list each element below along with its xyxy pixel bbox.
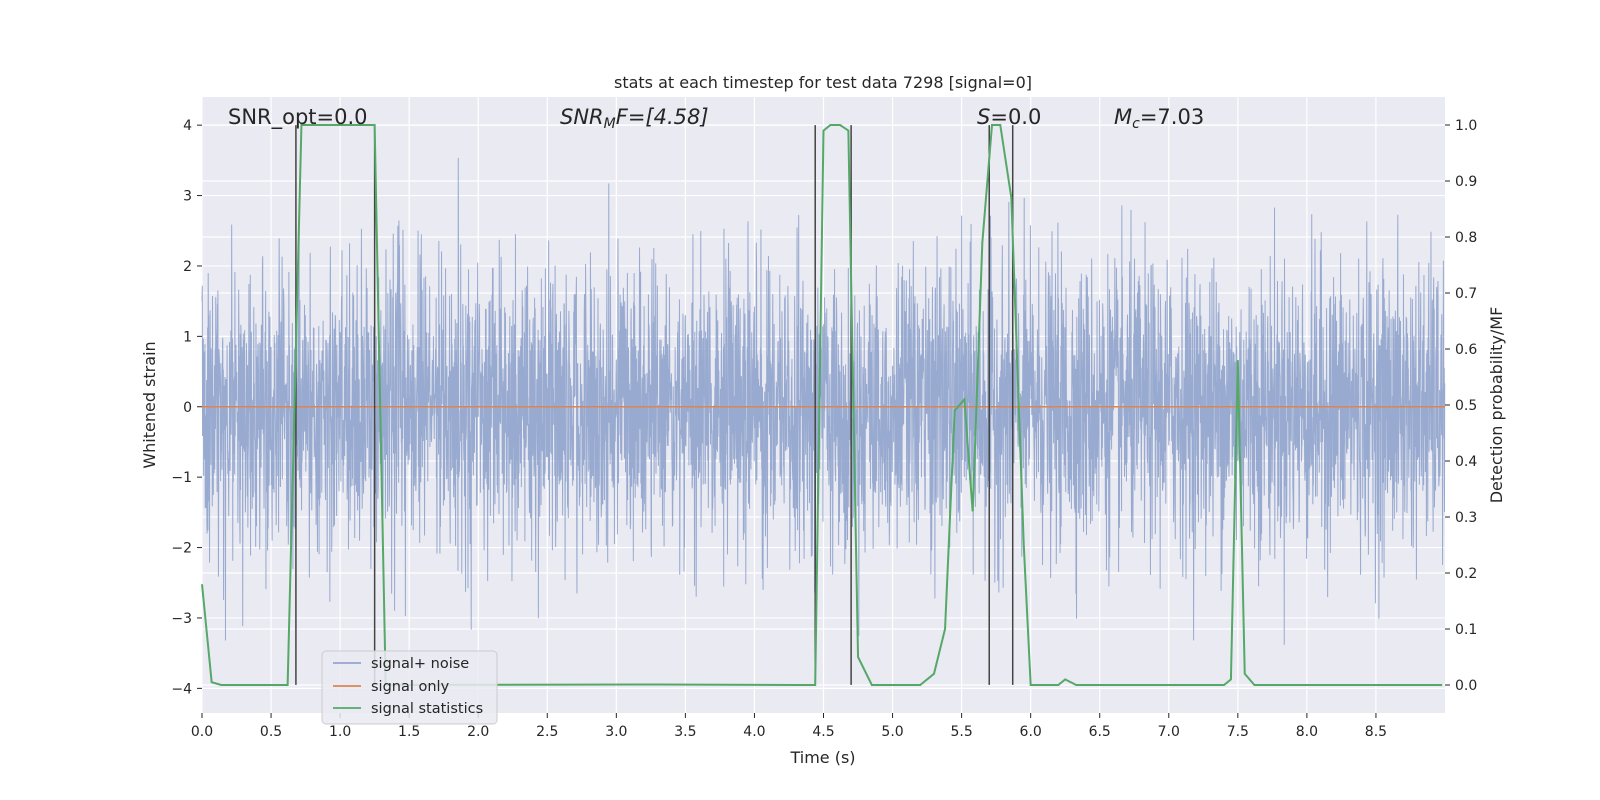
annotation-mc-sub: c [1132,116,1140,132]
y-tick-label: 3 [183,189,192,205]
x-tick-label: 4.0 [743,724,765,740]
chart-title: stats at each timestep for test data 729… [614,73,1032,92]
y2-tick-label: 0.7 [1455,286,1477,302]
annotation-mc: Mc=7.03 [1114,105,1204,132]
y2-tick-label: 0.3 [1455,510,1477,526]
annotation-snr-mf-sub: M [604,116,616,132]
y-ticks: 4 3 2 1 0 −1 −2 −3 −4 [171,118,202,697]
y2-tick-label: 0.0 [1455,678,1477,694]
x-tick-label: 7.5 [1227,724,1249,740]
y2-axis-label: Detection probability/MF [1487,307,1506,504]
annotation-s-rest: =0.0 [990,105,1041,129]
y2-tick-label: 0.9 [1455,174,1477,190]
y2-tick-label: 0.5 [1455,398,1477,414]
x-tick-label: 1.0 [329,724,351,740]
y-tick-label: −4 [171,681,192,697]
x-tick-label: 2.5 [536,724,558,740]
legend-label-signal-statistics: signal statistics [371,701,483,717]
annotation-s-main: S [977,105,990,129]
x-tick-label: 6.0 [1020,724,1042,740]
signal-statistics-line [201,124,1443,686]
y2-ticks: 1.0 0.9 0.8 0.7 0.6 0.5 0.4 0.3 0.2 0.1 0.0 [1445,118,1477,694]
x-tick-label: 1.5 [398,724,420,740]
x-tick-label: 2.0 [467,724,489,740]
x-tick-label: 4.5 [812,724,834,740]
y-tick-label: 1 [183,329,192,345]
legend-label-signal-only: signal only [371,679,450,695]
y2-tick-label: 0.8 [1455,230,1477,246]
legend-box [321,650,498,725]
y-tick-label: 2 [183,259,192,275]
series-signal-statistics [201,124,1443,686]
x-axis-label: Time (s) [789,748,855,767]
x-tick-label: 5.5 [950,724,972,740]
y2-tick-label: 0.4 [1455,454,1477,470]
y-tick-label: −1 [171,470,192,486]
x-tick-label: 0.0 [191,724,213,740]
annotation-snr-mf-rest: F=[4.58] [616,105,709,129]
y2-tick-label: 0.1 [1455,622,1477,638]
x-tick-label: 0.5 [260,724,282,740]
legend-label-signal-noise: signal+ noise [371,656,469,672]
y-axis-label: Whitened strain [140,341,159,468]
x-ticks: 0.0 0.5 1.0 1.5 2.0 2.5 3.0 3.5 4.0 4.5 5.0 5.5 6.0 6… [191,713,1387,740]
annotation-mc-rest: =7.03 [1140,105,1204,129]
annotation-s: S=0.0 [977,105,1041,129]
x-tick-label: 6.5 [1089,724,1111,740]
y-tick-label: 0 [183,400,192,416]
y-tick-label: −2 [171,541,192,557]
x-tick-label: 3.0 [605,724,627,740]
y-tick-label: −3 [171,611,192,627]
x-tick-label: 5.0 [881,724,903,740]
y-tick-label: 4 [183,118,192,134]
legend: signal+ noise signal only signal statist… [321,650,498,725]
annotation-snr-mf: SNRMF=[4.58] [560,105,709,132]
x-tick-label: 8.0 [1296,724,1318,740]
x-tick-label: 7.0 [1158,724,1180,740]
y2-tick-label: 0.2 [1455,566,1477,582]
x-tick-label: 3.5 [674,724,696,740]
x-tick-label: 8.5 [1365,724,1387,740]
annotation-mc-main: M [1114,105,1132,129]
annotation-snr-opt: SNR_opt=0.0 [228,105,368,130]
annotation-snr-mf-main: SNR [560,105,604,129]
y2-tick-label: 0.6 [1455,342,1477,358]
y2-tick-label: 1.0 [1455,118,1477,134]
